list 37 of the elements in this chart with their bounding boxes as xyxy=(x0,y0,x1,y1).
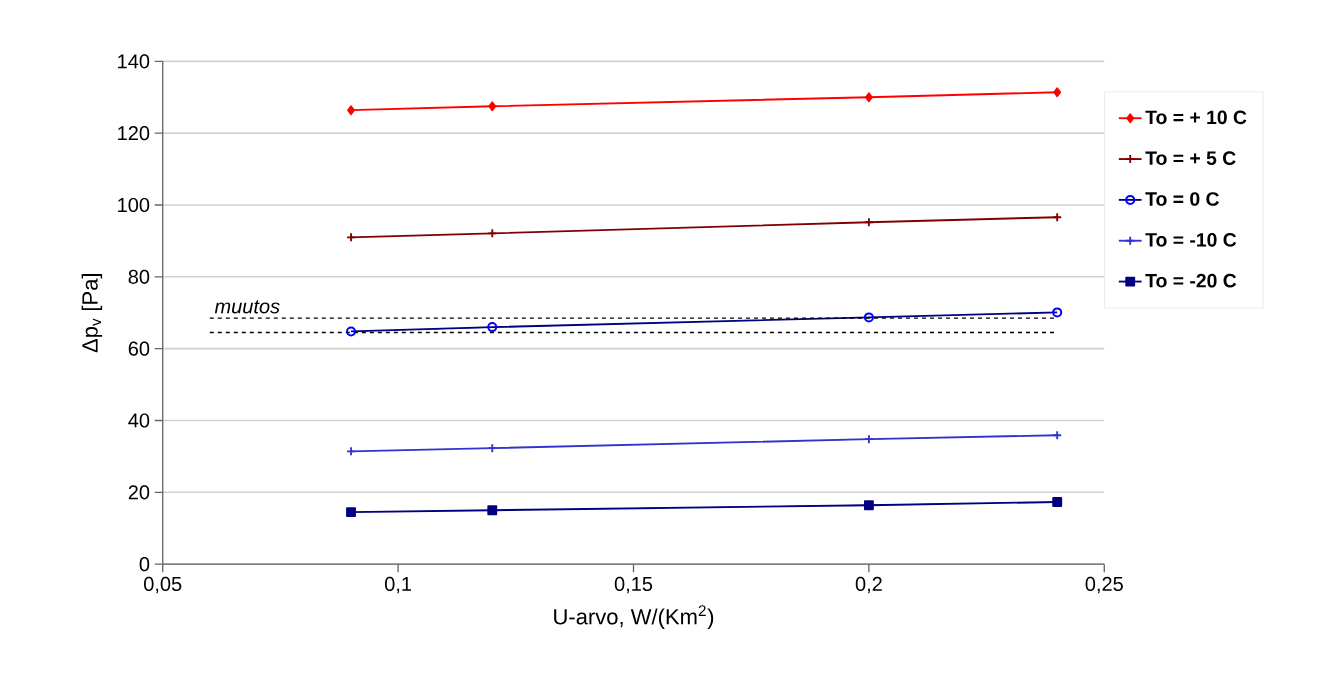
point xyxy=(1052,430,1063,441)
point xyxy=(487,443,498,454)
y-tick-label: 120 xyxy=(118,126,150,141)
point xyxy=(487,505,498,516)
point xyxy=(347,105,355,116)
y-axis-title: Δp$_{v}$ [Pa] xyxy=(81,274,103,353)
legend-label: To = 0 C xyxy=(1145,192,1219,207)
legend-label: To = + 10 C xyxy=(1145,110,1247,125)
legend-label: To = + 5 C xyxy=(1145,151,1236,166)
y-tick-label: 0 xyxy=(139,557,150,572)
point xyxy=(1052,497,1063,508)
point xyxy=(863,434,874,445)
x-tick-label: 0,05 xyxy=(144,577,182,594)
point xyxy=(488,101,497,112)
x-axis-title: U-arvo, W/(Km$^{2}$) xyxy=(554,605,714,630)
x-tick-label: 0,25 xyxy=(1085,577,1123,594)
point xyxy=(346,507,356,518)
legend-label: To = -10 C xyxy=(1145,233,1237,247)
x-tick-label: 0,1 xyxy=(384,577,412,594)
y-tick-label: 80 xyxy=(128,269,150,285)
point xyxy=(863,500,874,511)
legend-label: To = -20 C xyxy=(1145,274,1237,288)
point xyxy=(346,232,356,243)
point xyxy=(1053,87,1062,98)
point xyxy=(346,446,356,457)
y-tick-label: 60 xyxy=(128,341,150,356)
x-tick-label: 0,15 xyxy=(614,577,653,594)
ref-line-label: muutos xyxy=(214,300,280,314)
y-tick-label: 140 xyxy=(118,54,150,69)
point xyxy=(487,228,498,239)
y-tick-label: 20 xyxy=(128,485,150,500)
point xyxy=(1052,212,1063,223)
point xyxy=(863,217,874,228)
y-tick-label: 100 xyxy=(118,198,150,213)
x-tick-label: 0,2 xyxy=(855,577,882,594)
point xyxy=(864,92,873,103)
y-tick-label: 40 xyxy=(128,413,150,428)
